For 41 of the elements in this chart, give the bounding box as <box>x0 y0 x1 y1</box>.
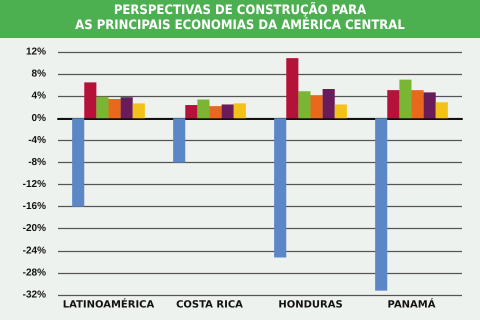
y-tick-label: -8% <box>28 156 46 168</box>
y-tick-label: -12% <box>22 179 46 190</box>
bar <box>298 91 310 118</box>
bar <box>436 102 448 118</box>
bar <box>387 90 400 118</box>
y-tick-label: 0% <box>32 112 46 124</box>
y-tick-label: -24% <box>22 245 46 256</box>
x-tick-label: PANAMÁ <box>388 298 436 310</box>
bar <box>96 96 108 118</box>
bar <box>222 104 234 118</box>
x-tick-label: HONDURAS <box>278 300 343 310</box>
bar <box>173 118 186 162</box>
y-tick-label: -20% <box>22 223 46 234</box>
bar <box>322 89 335 118</box>
x-tick-label: LATINOAMÉRICA <box>62 298 155 310</box>
y-tick-label: 8% <box>32 68 46 80</box>
chart-title: PERSPECTIVAS DE CONSTRUÇÃO PARA AS PRINCIPAIS ECONOMIAS DA AMÉRICA CENTRAL <box>0 0 480 38</box>
bar <box>120 97 133 118</box>
bar <box>234 103 246 118</box>
y-tick-label: -32% <box>22 290 46 300</box>
y-tick-label: -4% <box>28 134 46 146</box>
bar <box>185 105 198 118</box>
bar <box>286 58 298 118</box>
bar <box>310 95 323 118</box>
bar <box>412 90 424 118</box>
y-tick-label: 12% <box>26 46 46 58</box>
x-tick-label: COSTA RICA <box>176 300 244 310</box>
bar <box>375 118 388 291</box>
bar <box>132 103 145 118</box>
bar <box>210 106 222 118</box>
bar <box>399 80 412 118</box>
y-tick-label: 4% <box>32 90 46 102</box>
bar <box>424 92 436 118</box>
bar <box>108 98 121 118</box>
y-tick-label: -16% <box>22 201 46 212</box>
y-tick-label: -28% <box>22 267 46 278</box>
bar <box>274 118 286 258</box>
bar <box>84 82 96 118</box>
bar <box>197 99 210 118</box>
bar <box>72 118 84 207</box>
bar <box>334 104 347 118</box>
